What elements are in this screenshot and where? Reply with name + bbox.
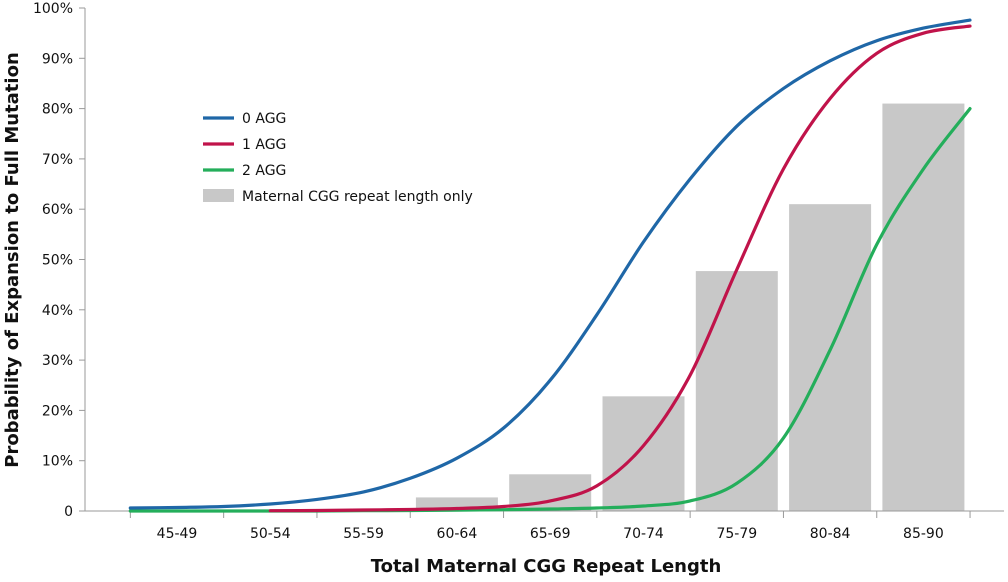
y-tick-label: 70% <box>42 152 73 168</box>
legend-label: 1 AGG <box>242 137 286 153</box>
legend-label: Maternal CGG repeat length only <box>242 189 473 205</box>
y-tick-label: 30% <box>42 353 73 369</box>
y-tick-label: 10% <box>42 454 73 470</box>
bars-layer <box>415 103 965 512</box>
legend-label: 0 AGG <box>242 111 286 127</box>
x-tick-label: 85-90 <box>903 526 944 542</box>
y-tick-label: 20% <box>42 403 73 419</box>
y-tick-label: 60% <box>42 202 73 218</box>
y-tick-label: 80% <box>42 102 73 118</box>
x-axis-title: Total Maternal CGG Repeat Length <box>371 556 722 577</box>
x-tick-label: 65-69 <box>530 526 571 542</box>
bar-75-79 <box>695 271 778 511</box>
x-tick-label: 60-64 <box>437 526 478 542</box>
legend: 0 AGG 1 AGG 2 AGG Maternal CGG repeat lengt… <box>203 111 473 205</box>
y-axis-title: Probability of Expansion to Full Mutatio… <box>2 52 23 468</box>
y-tick-label: 90% <box>42 51 73 67</box>
bar-80-84 <box>789 204 872 512</box>
y-tick-label: 0 <box>64 504 73 520</box>
legend-label: 2 AGG <box>242 163 286 179</box>
bar-85-90 <box>882 103 965 511</box>
axes-layer: 0 10% 20% 30% 40% 50% 60% 70% 80% 90% 100% 45-49 50-… <box>33 1 1004 542</box>
x-tick-label: 70-74 <box>623 526 664 542</box>
x-tick-label: 80-84 <box>810 526 851 542</box>
x-tick-label: 55-59 <box>343 526 384 542</box>
y-tick-label: 100% <box>33 1 73 17</box>
bar-70-74 <box>602 396 685 511</box>
y-tick-label: 40% <box>42 303 73 319</box>
x-tick-label: 50-54 <box>250 526 291 542</box>
lines-layer <box>128 18 972 513</box>
series-line-1-agg <box>268 24 972 513</box>
x-tick-label: 75-79 <box>716 526 757 542</box>
x-tick-label: 45-49 <box>157 526 198 542</box>
series-line-0-agg <box>128 18 972 510</box>
legend-swatch-bars <box>203 189 234 202</box>
y-tick-label: 50% <box>42 253 73 269</box>
